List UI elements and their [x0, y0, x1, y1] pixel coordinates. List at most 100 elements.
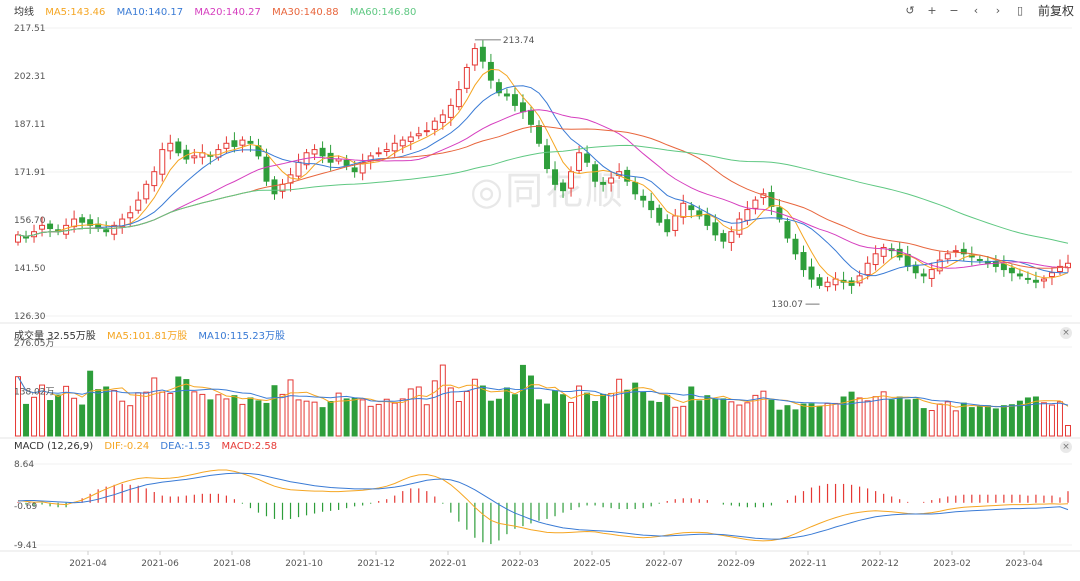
- macd-tick-1: -0.69: [14, 502, 38, 512]
- prev-icon[interactable]: ‹: [973, 4, 979, 17]
- volume-bar: [431, 380, 438, 437]
- volume-bar: [87, 370, 94, 437]
- candle-body: [912, 264, 919, 274]
- volume-bar: [896, 396, 903, 437]
- volume-bar: [920, 408, 927, 437]
- volume-bar: [279, 393, 286, 437]
- volume-bar: [127, 405, 134, 437]
- volume-bar: [167, 392, 174, 437]
- candle-body: [768, 192, 775, 207]
- volume-bar: [536, 399, 542, 437]
- candle-body: [712, 222, 719, 236]
- ma5-line: [17, 68, 1069, 284]
- volume-bar: [503, 387, 510, 437]
- zoom-in-icon[interactable]: +: [927, 4, 937, 17]
- volume-bar: [63, 385, 70, 437]
- candle-body: [592, 164, 599, 182]
- price-adjust-button[interactable]: 前复权: [1037, 4, 1074, 18]
- macd-value-label: MACD:2.58: [221, 441, 278, 452]
- candle-body: [447, 104, 454, 118]
- candle-body: [319, 147, 326, 157]
- chart-toolbar: ↺ + − ‹ › ▯ 前复权: [902, 2, 1074, 19]
- volume-bar: [592, 401, 599, 437]
- price-tick-2: 187.11: [14, 120, 46, 130]
- candle-body: [1000, 263, 1007, 271]
- volume-bar: [487, 400, 494, 437]
- volume-bar: [199, 393, 206, 437]
- macd-axis: 8.64 -0.69 -9.41: [14, 460, 38, 551]
- date-label: 2021-04: [69, 559, 107, 569]
- candle-body: [47, 223, 54, 230]
- volume-bar: [808, 403, 815, 437]
- candle-body: [119, 218, 126, 228]
- volume-bar: [560, 394, 567, 437]
- volume-bar: [399, 398, 406, 437]
- volume-close-button[interactable]: ×: [1060, 327, 1072, 339]
- candle-body: [928, 269, 935, 279]
- volume-bar: [752, 394, 759, 437]
- volume-bar: [239, 403, 246, 437]
- vol-ma10-label: MA10:115.23万股: [198, 331, 285, 342]
- volume-bar: [1008, 404, 1015, 437]
- candle-body: [415, 133, 422, 137]
- volume-bar: [672, 406, 679, 437]
- volume-bar: [1048, 404, 1055, 437]
- volume-bar: [864, 400, 871, 437]
- candle-body: [1008, 267, 1015, 274]
- volume-bar: [784, 405, 791, 437]
- zoom-out-icon[interactable]: −: [949, 4, 959, 17]
- fullscreen-icon[interactable]: ▯: [1016, 4, 1024, 17]
- volume-bar: [1000, 405, 1007, 437]
- volume-bar: [263, 402, 270, 437]
- candle-body: [239, 139, 246, 146]
- date-label: 2022-03: [501, 559, 539, 569]
- dea-line: [17, 472, 1069, 540]
- volume-bar: [159, 391, 166, 437]
- ma5-label: MA5:143.46: [45, 7, 106, 18]
- candle-body: [944, 253, 951, 260]
- volume-bar: [103, 386, 110, 437]
- candle-body: [744, 209, 751, 221]
- volume-bar: [584, 392, 591, 437]
- candle-body: [431, 120, 438, 130]
- candle-body: [1016, 273, 1023, 277]
- volume-bar: [712, 398, 719, 437]
- price-tick-6: 126.30: [14, 312, 46, 322]
- volume-bar: [527, 375, 534, 437]
- volume-bar: [55, 394, 62, 437]
- ma20-label: MA20:140.27: [194, 7, 261, 18]
- volume-bar: [207, 399, 214, 437]
- candle-body: [992, 261, 999, 267]
- next-icon[interactable]: ›: [995, 4, 1001, 17]
- grid-lines: [0, 27, 1080, 552]
- ma-legend: 均线 MA5:143.46 MA10:140.17 MA20:140.27 MA…: [14, 3, 424, 18]
- main-panel-title: 均线: [14, 7, 34, 18]
- volume-bar: [1016, 400, 1023, 437]
- candle-body: [784, 221, 791, 239]
- vol-ma5-label: MA5:101.81万股: [107, 331, 188, 342]
- candle-body: [552, 169, 559, 185]
- macd-close-button[interactable]: ×: [1060, 441, 1072, 453]
- volume-ma-lines: [17, 376, 1069, 408]
- candlesticks: [15, 40, 1071, 294]
- volume-bar: [760, 390, 767, 437]
- candle-body: [127, 212, 134, 219]
- volume-bar: [231, 395, 238, 437]
- price-tick-1: 202.31: [14, 72, 46, 82]
- volume-bar: [912, 398, 919, 437]
- undo-icon[interactable]: ↺: [905, 4, 915, 17]
- volume-bar: [640, 391, 647, 437]
- volume-bar: [247, 397, 254, 437]
- volume-bar: [151, 377, 158, 437]
- volume-axis: 276.05万 138.02万: [14, 339, 55, 398]
- candle-body: [600, 181, 607, 185]
- candle-body: [511, 94, 518, 106]
- macd-tick-2: -9.41: [14, 541, 37, 551]
- candle-body: [471, 48, 478, 66]
- volume-bar: [576, 385, 583, 437]
- candle-body: [576, 152, 583, 171]
- volume-bar: [600, 393, 607, 437]
- candle-body: [808, 266, 815, 280]
- candle-body: [375, 152, 382, 155]
